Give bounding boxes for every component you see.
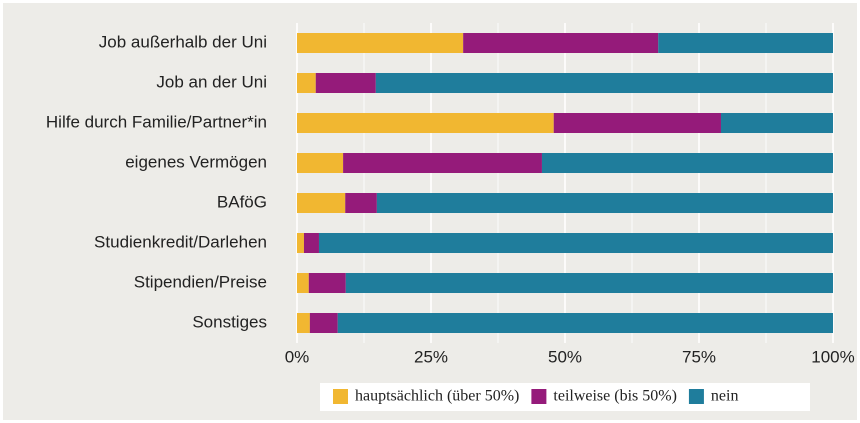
legend-box bbox=[320, 383, 810, 411]
bar-segment bbox=[297, 113, 554, 133]
legend-label: teilweise (bis 50%) bbox=[553, 388, 677, 405]
bar-segment bbox=[343, 153, 542, 173]
bar-segment bbox=[375, 73, 833, 93]
legend-swatch bbox=[688, 389, 704, 404]
legend-swatch bbox=[531, 389, 547, 404]
bar-segment bbox=[297, 153, 344, 173]
category-label: Sonstiges bbox=[192, 312, 267, 331]
bar-segment bbox=[376, 193, 833, 213]
bar-segment bbox=[463, 33, 659, 53]
x-tick-label: 100% bbox=[811, 347, 854, 366]
legend-label: nein bbox=[711, 388, 739, 405]
bar-segment bbox=[345, 273, 833, 293]
bar-segment bbox=[297, 73, 316, 93]
bar-segment bbox=[315, 73, 376, 93]
bar-segment bbox=[541, 153, 833, 173]
bar-segment bbox=[345, 193, 377, 213]
x-tick-label: 25% bbox=[414, 347, 448, 366]
category-label: Job an der Uni bbox=[156, 72, 267, 91]
bar-segment bbox=[297, 193, 346, 213]
bar-segment bbox=[303, 233, 319, 253]
bar-segment bbox=[720, 113, 833, 133]
bar-segment bbox=[337, 313, 833, 333]
category-label: Studienkredit/Darlehen bbox=[94, 232, 267, 251]
category-label: BAföG bbox=[217, 192, 267, 211]
legend-swatch bbox=[333, 389, 348, 404]
x-tick-label: 0% bbox=[285, 347, 310, 366]
bar-segment bbox=[297, 233, 304, 253]
bar-segment bbox=[309, 313, 338, 333]
bar-segment bbox=[297, 33, 464, 53]
bar-segment bbox=[318, 233, 833, 253]
bar-segment bbox=[297, 273, 309, 293]
x-tick-label: 75% bbox=[682, 347, 716, 366]
bar-segment bbox=[308, 273, 346, 293]
category-label: Hilfe durch Familie/Partner*in bbox=[46, 112, 267, 131]
category-label: Job außerhalb der Uni bbox=[99, 32, 267, 51]
category-label: eigenes Vermögen bbox=[125, 152, 267, 171]
legend-label: hauptsächlich (über 50%) bbox=[355, 388, 519, 405]
category-label: Stipendien/Preise bbox=[134, 272, 267, 291]
bar-segment bbox=[297, 313, 310, 333]
bar-segment bbox=[658, 33, 833, 53]
x-tick-label: 50% bbox=[548, 347, 582, 366]
bar-segment bbox=[553, 113, 721, 133]
